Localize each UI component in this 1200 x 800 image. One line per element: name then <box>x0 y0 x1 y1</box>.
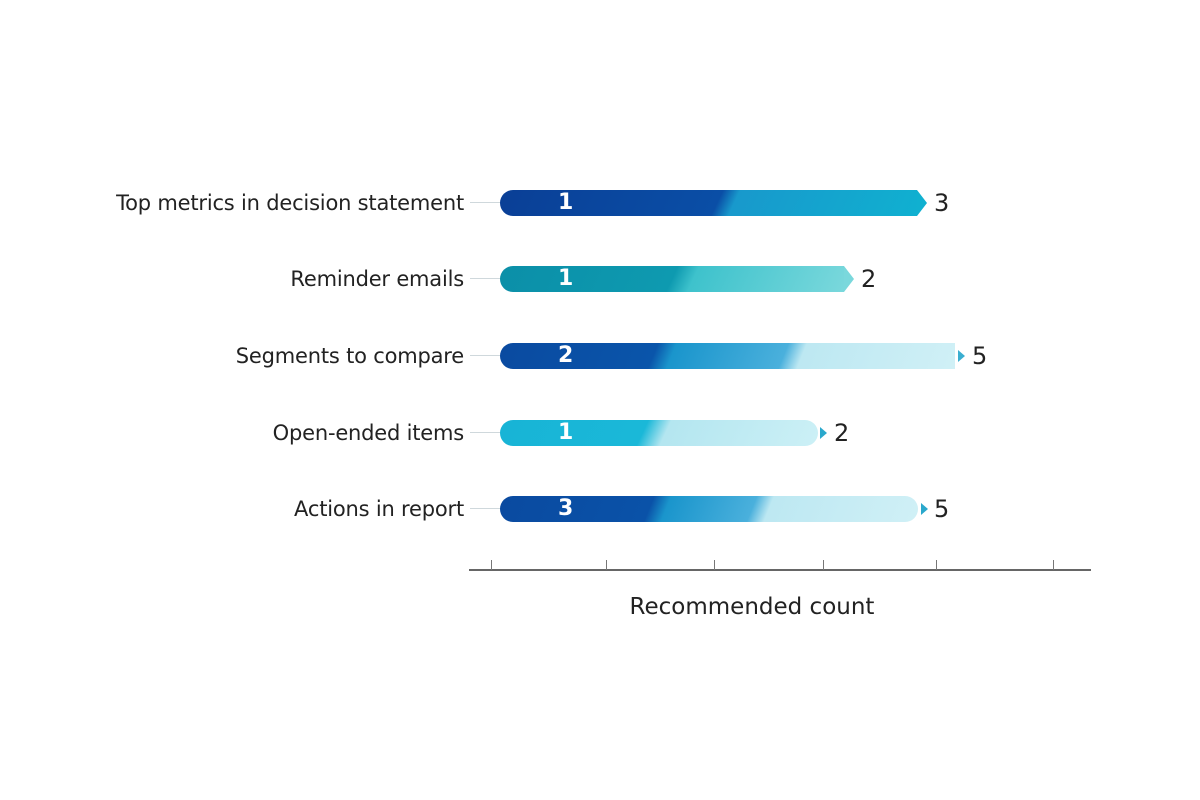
max-value: 2 <box>861 265 877 293</box>
leader-line <box>470 432 502 433</box>
x-axis-tick <box>491 560 492 570</box>
range-bar <box>500 190 917 216</box>
leader-line <box>470 202 502 203</box>
bar-row: Actions in report 3 5 <box>0 495 1200 523</box>
max-value: 5 <box>972 342 988 370</box>
max-value: 2 <box>834 419 850 447</box>
category-label: Open-ended items <box>272 421 465 445</box>
range-bar <box>500 420 818 446</box>
x-axis-tick <box>606 560 607 570</box>
bar-tip <box>820 427 827 439</box>
x-axis-tick <box>823 560 824 570</box>
bar-row: Open-ended items 1 2 <box>0 419 1200 447</box>
x-axis-title: Recommended count <box>629 594 875 620</box>
bar-tip <box>921 503 928 515</box>
min-value: 1 <box>558 190 574 215</box>
min-value: 1 <box>558 266 574 291</box>
min-value: 3 <box>558 496 574 521</box>
bar-row: Segments to compare 5 2 <box>0 342 1200 370</box>
x-axis-tick <box>714 560 715 570</box>
max-value: 5 <box>934 495 950 523</box>
category-label: Segments to compare <box>235 344 464 368</box>
category-label: Reminder emails <box>290 267 464 291</box>
range-bar <box>500 343 955 369</box>
leader-line <box>470 508 502 509</box>
bar-row: Reminder emails 1 2 <box>0 265 1200 293</box>
bar-row: Top metrics in decision statement 1 3 <box>0 189 1200 217</box>
x-axis-line <box>469 569 1091 571</box>
min-value: 2 <box>558 343 574 368</box>
bar-tip <box>958 350 965 362</box>
x-axis-tick <box>936 560 937 570</box>
x-axis-tick <box>1053 560 1054 570</box>
leader-line <box>470 355 502 356</box>
category-label: Top metrics in decision statement <box>116 191 464 215</box>
max-value: 3 <box>934 189 950 217</box>
category-label: Actions in report <box>294 497 464 521</box>
leader-line <box>470 278 502 279</box>
bar-tip <box>844 266 854 292</box>
range-bar <box>500 266 844 292</box>
bar-tip <box>917 190 927 216</box>
range-bar <box>500 496 918 522</box>
min-value: 1 <box>558 420 574 445</box>
